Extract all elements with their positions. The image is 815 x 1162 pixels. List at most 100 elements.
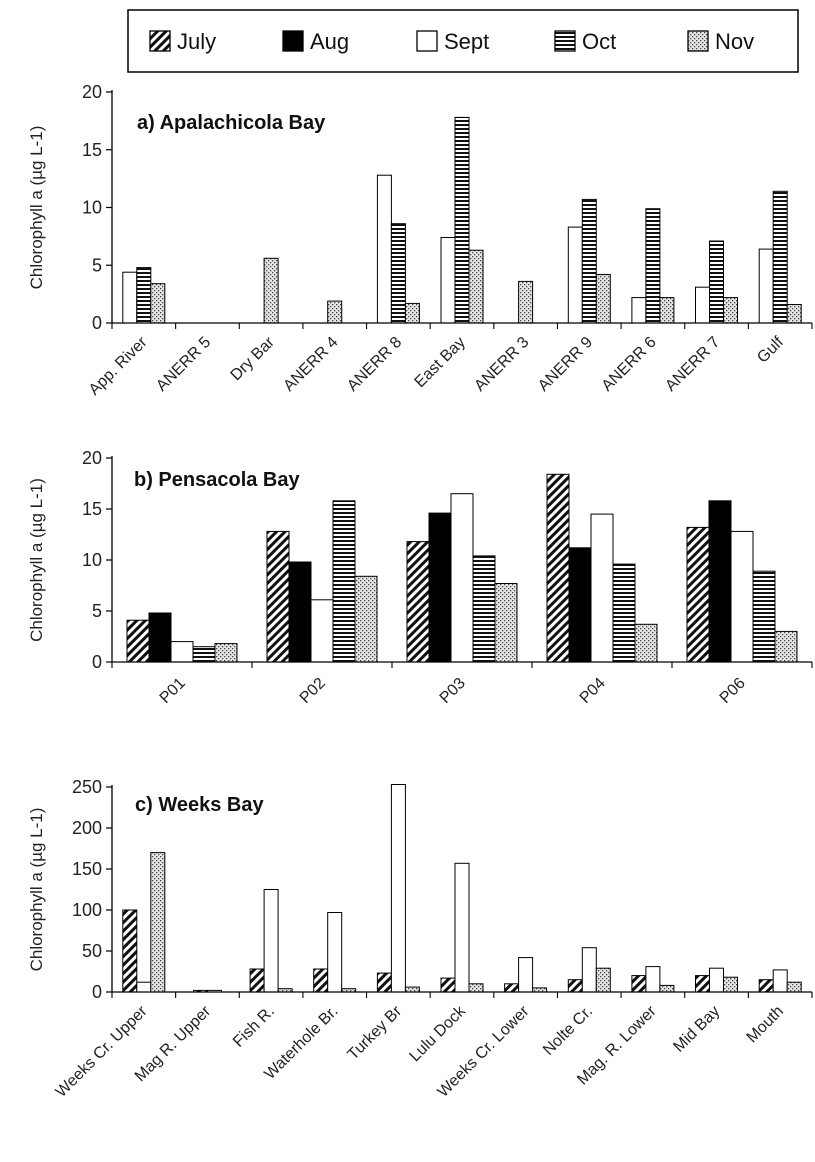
legend-swatch-nov [687,30,709,52]
x-tick-label: Nolte Cr. [540,1003,596,1059]
x-tick-label: Mouth [744,1003,787,1046]
bar-sept-p04 [590,513,614,663]
legend-swatch-july [149,30,171,52]
bar-nov-anerr-3 [518,280,534,324]
bar-july-p02 [266,530,290,663]
x-tick-label: ANERR 6 [599,334,660,395]
bar-sept-p03 [450,493,474,663]
y-tick-label: 15 [82,140,102,160]
bar-nov-p01 [214,643,238,663]
bar-aug-p02 [288,561,312,663]
bar-oct-anerr-7 [709,240,724,324]
bar-nov-app-river [150,283,166,324]
bar-sept-p06 [730,530,754,663]
bar-july-lulu-dock [440,977,456,993]
bar-sept-lulu-dock [454,862,470,993]
bar-oct-p03 [472,555,496,663]
bar-sept-mag-r-lower [645,966,661,993]
bar-aug-p06 [708,500,732,663]
bar-oct-east-bay [454,116,470,324]
bar-nov-p06 [774,630,798,663]
bar-oct-p04 [612,563,636,663]
bar-oct-app-river [136,267,152,324]
bar-sept-anerr-6 [631,297,647,324]
bar-sept-anerr-7 [695,286,710,324]
bar-sept-anerr-9 [567,226,583,324]
x-tick-label: ANERR 5 [153,334,214,395]
y-axis-label: Chlorophyll a (µg L-1) [27,808,46,972]
bar-nov-anerr-8 [404,302,420,324]
y-tick-label: 50 [82,941,102,961]
bar-july-mid-bay [695,975,710,993]
y-axis-label: Chlorophyll a (µg L-1) [27,126,46,290]
y-tick-label: 10 [82,550,102,570]
bar-nov-nolte-cr- [595,967,611,993]
x-tick-label: P02 [297,675,329,707]
x-tick-label: Mid Bay [670,1003,723,1056]
bars [122,116,802,324]
bar-sept-turkey-br [390,784,406,993]
bar-oct-anerr-6 [645,208,661,324]
y-tick-label: 100 [72,900,102,920]
bar-sept-east-bay [440,237,456,324]
bar-july-waterhole-br- [313,968,329,993]
bar-nov-mag-r-lower [659,984,675,993]
bar-oct-anerr-9 [581,198,597,324]
legend-label-nov: Nov [715,29,754,54]
x-tick-label: P06 [717,675,749,707]
bar-nov-anerr-6 [659,297,675,324]
bar-nov-mid-bay [723,976,738,993]
bar-nov-anerr-9 [595,274,611,324]
bar-nov-p03 [494,583,518,663]
bars [122,784,802,993]
bar-july-mag-r-lower [631,975,647,993]
y-tick-label: 15 [82,499,102,519]
bar-sept-waterhole-br- [327,912,343,993]
bar-nov-anerr-7 [723,297,738,324]
x-tick-label: ANERR 4 [280,334,341,395]
legend-swatch-aug [282,30,304,52]
y-tick-label: 0 [92,982,102,1002]
bar-sept-gulf [758,248,774,324]
legend-label-aug: Aug [310,29,349,54]
bar-oct-gulf [772,190,788,324]
bar-nov-p02 [354,575,378,663]
y-tick-label: 10 [82,198,102,218]
bar-oct-p06 [752,570,776,663]
panel-title: a) Apalachicola Bay [137,112,326,134]
legend-swatch-sept [416,30,438,52]
x-tick-label: ANERR 3 [471,334,532,395]
x-tick-label: Lulu Dock [406,1002,469,1065]
bar-sept-weeks-cr-lower [518,957,534,993]
y-tick-label: 0 [92,652,102,672]
bar-july-fish-r- [249,968,265,993]
y-tick-label: 0 [92,313,102,333]
bar-aug-p01 [148,612,172,663]
bar-sept-mouth [772,969,788,993]
bar-aug-p03 [428,512,452,663]
bar-july-p03 [406,541,430,663]
bar-oct-p01 [192,646,216,663]
y-tick-label: 20 [82,82,102,102]
x-tick-label: Weeks Cr. Upper [53,1002,151,1100]
y-tick-label: 5 [92,255,102,275]
x-tick-label: East Bay [412,334,469,391]
x-tick-label: Turkey Br [345,1002,406,1063]
bar-sept-p01 [170,641,194,663]
x-tick-label: ANERR 9 [535,334,596,395]
y-tick-label: 150 [72,859,102,879]
bar-nov-mouth [786,981,802,993]
bars [126,473,798,663]
y-axis-label: Chlorophyll a (µg L-1) [27,478,46,642]
y-tick-label: 20 [82,448,102,468]
y-tick-label: 200 [72,818,102,838]
bar-aug-p04 [568,547,592,663]
bar-sept-nolte-cr- [581,947,597,993]
legend-label-oct: Oct [582,29,616,54]
bar-nov-p04 [634,623,658,663]
panel-title: c) Weeks Bay [135,794,264,816]
bar-oct-p02 [332,500,356,663]
bar-july-weeks-cr-upper [122,909,138,993]
bar-nov-gulf [786,304,802,324]
